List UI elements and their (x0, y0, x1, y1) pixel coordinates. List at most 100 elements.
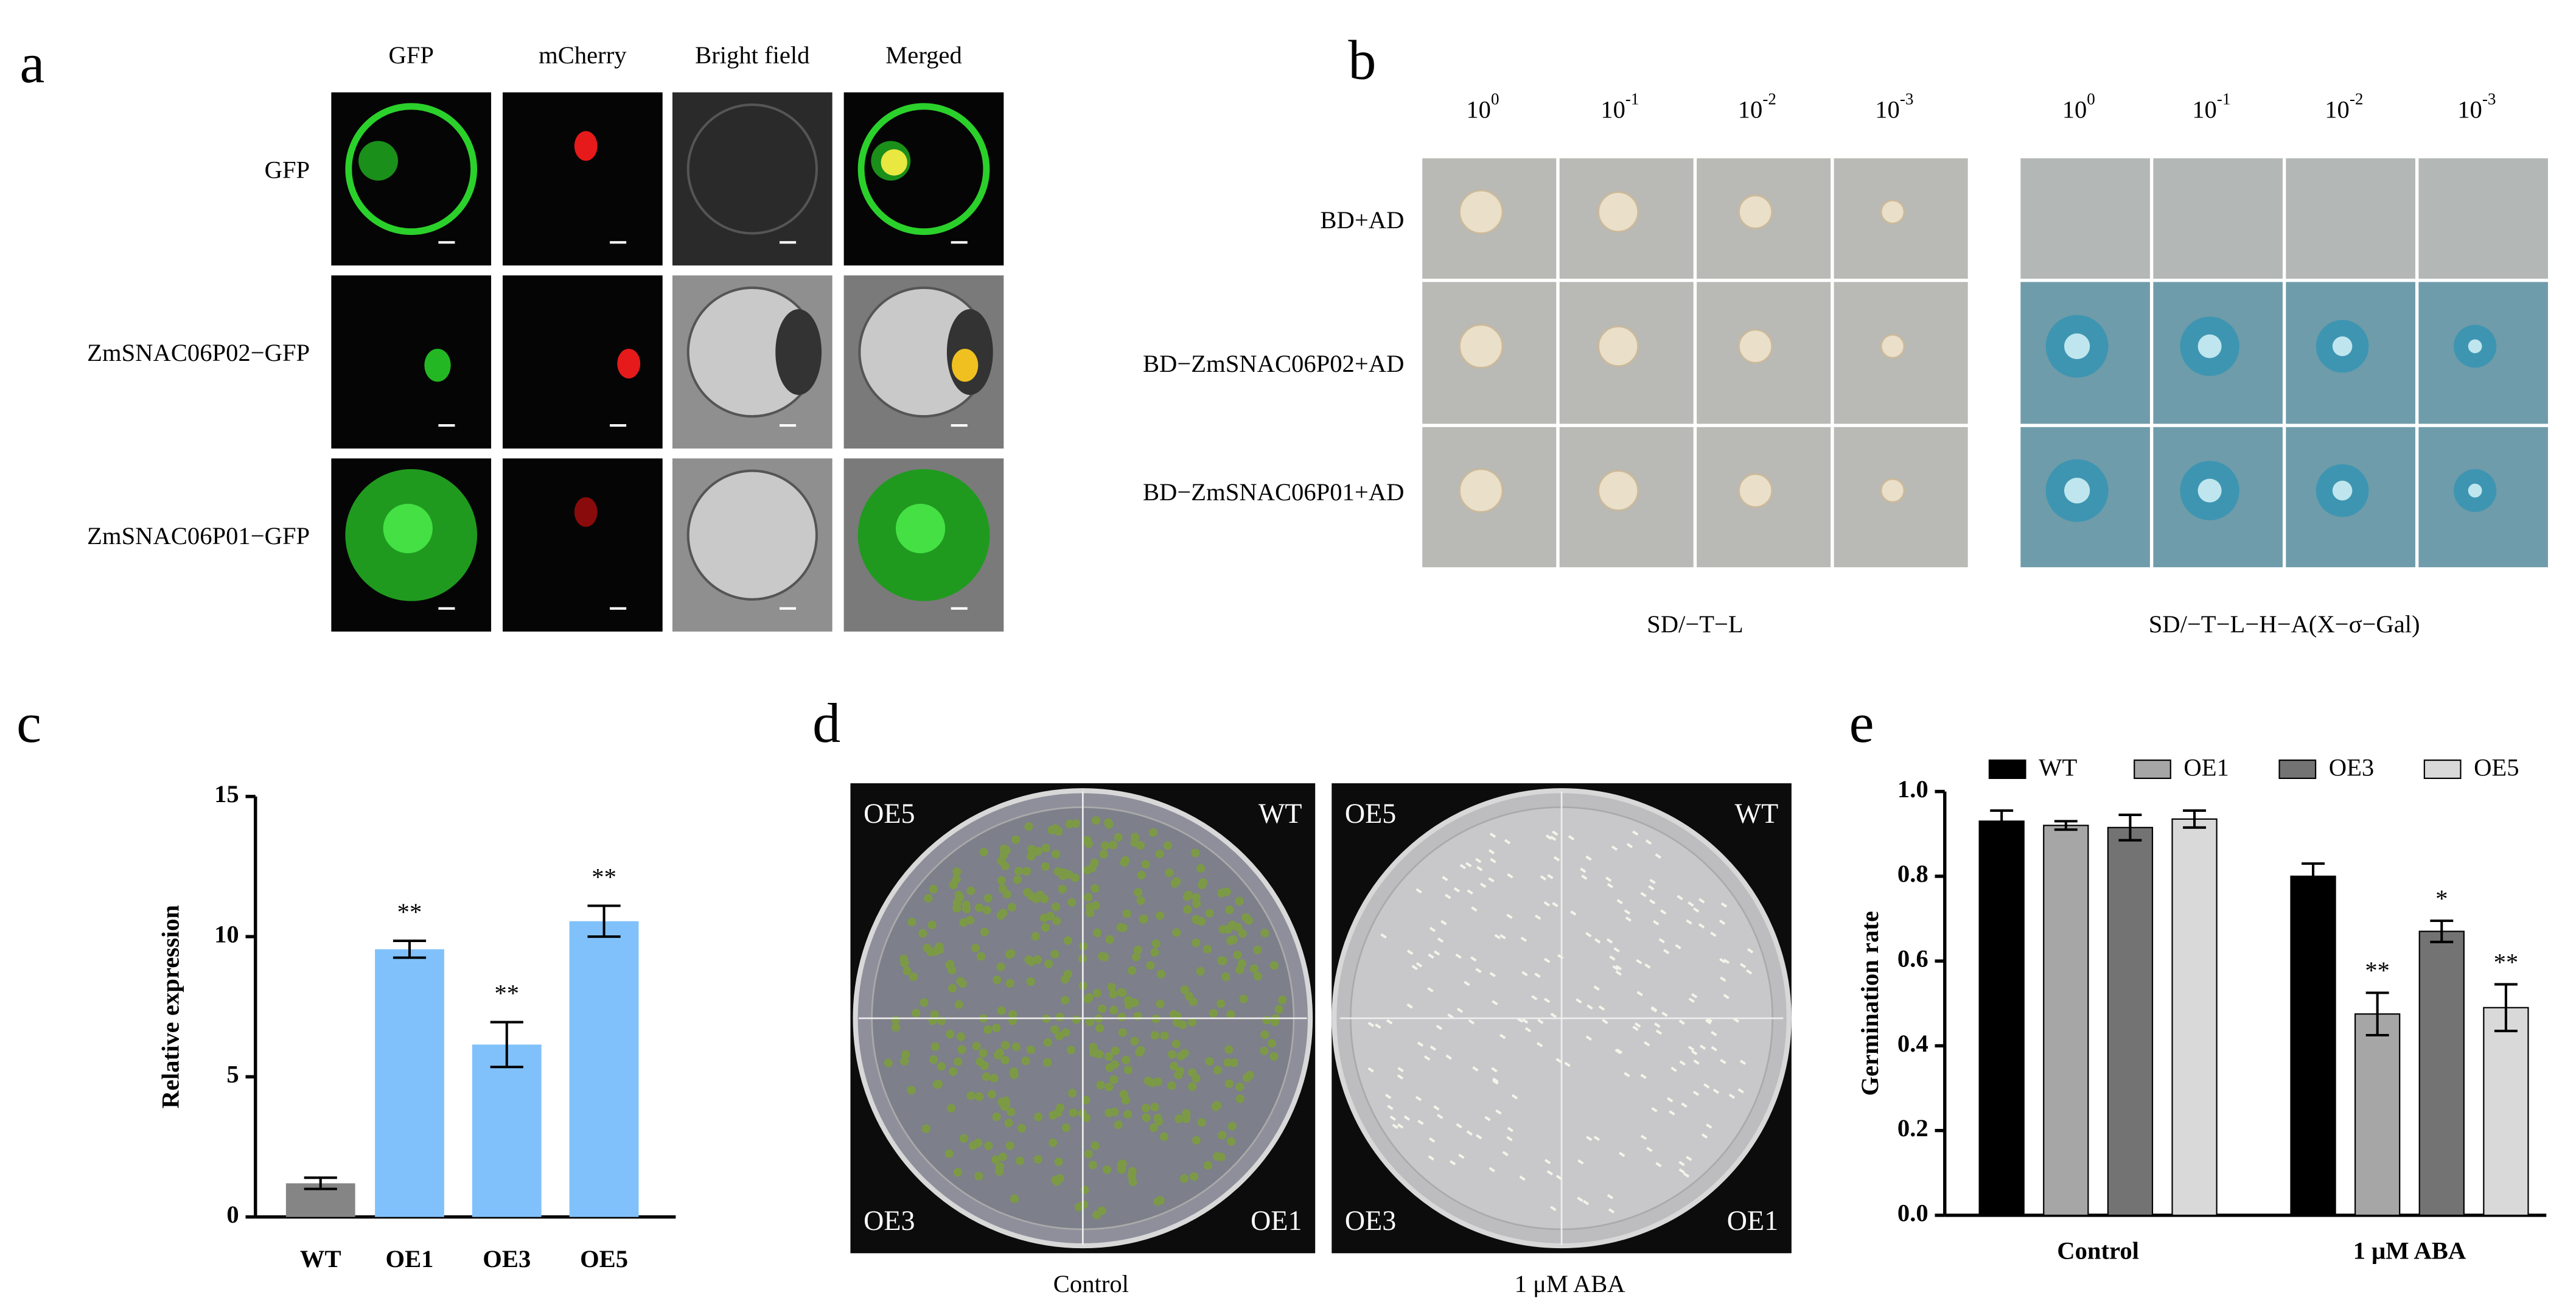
seedling (1099, 850, 1108, 859)
medium-label: SD/−T−L (1647, 610, 1744, 638)
seed (1488, 849, 1495, 854)
seedling (1213, 1066, 1222, 1075)
seedling (1111, 1046, 1120, 1055)
seedling (966, 915, 975, 925)
seedling (1203, 1161, 1212, 1170)
significance: ** (494, 980, 519, 1007)
seed (1691, 993, 1698, 999)
seedling (1010, 1194, 1019, 1203)
seedling (959, 918, 968, 927)
legend-swatch (2423, 760, 2462, 780)
y-tick-label: 0.0 (1897, 1199, 1929, 1226)
significance: ** (592, 863, 616, 890)
seed (1636, 959, 1642, 965)
seedling (1131, 952, 1140, 962)
seedling (1213, 1101, 1222, 1110)
seed (1545, 834, 1552, 840)
seedling (1179, 1174, 1189, 1183)
seedling (1036, 890, 1045, 899)
seed (1585, 1035, 1593, 1041)
seedling (1021, 1056, 1030, 1066)
condition-label: Control (1053, 1270, 1129, 1297)
seed (1521, 1018, 1529, 1024)
seed (1607, 1193, 1614, 1199)
seedling (1120, 858, 1129, 867)
seed (1544, 957, 1551, 963)
seedling (1068, 1089, 1077, 1098)
seedling (1033, 955, 1042, 965)
colony (1738, 329, 1773, 364)
seed (1655, 853, 1661, 859)
seed (1466, 1130, 1473, 1136)
seedling (966, 1091, 976, 1100)
seedling (996, 962, 1005, 971)
seed (1437, 937, 1444, 943)
column-header: Bright field (695, 41, 809, 69)
seed (1543, 901, 1550, 907)
seed (1495, 1109, 1502, 1115)
agar-tile (2153, 158, 2283, 279)
colony (2064, 333, 2090, 360)
seed (1678, 1161, 1685, 1167)
seed (1492, 1079, 1499, 1085)
y-tick-label: 1.0 (1897, 775, 1929, 803)
seed (1406, 1003, 1413, 1009)
seedling (1260, 1030, 1269, 1039)
plate-label: WT (1735, 798, 1779, 829)
seedling (1235, 1082, 1244, 1091)
seedling (1043, 1058, 1052, 1067)
mcherry-signal (617, 349, 641, 379)
seed (1392, 1123, 1398, 1130)
seed (1456, 1123, 1462, 1129)
seedling (1041, 862, 1050, 871)
panel-letter: e (1849, 692, 1874, 754)
colony (1597, 470, 1639, 511)
seedling (1269, 1052, 1279, 1061)
seedling (1172, 877, 1181, 886)
seedling (1188, 1018, 1197, 1027)
x-tick-label: WT (300, 1245, 341, 1273)
seedling (901, 1050, 910, 1059)
colony (1459, 324, 1504, 369)
seed (1367, 1021, 1375, 1027)
seed (1675, 944, 1681, 950)
seedling (1004, 1119, 1013, 1128)
row-label: ZmSNAC06P01−GFP (87, 522, 310, 550)
seed (1712, 1088, 1720, 1094)
seedling (1123, 1066, 1133, 1075)
legend-label: OE1 (2183, 754, 2229, 781)
seedling (1052, 850, 1061, 859)
seedling (1170, 1061, 1179, 1070)
seedling (1087, 864, 1097, 873)
seedling (983, 893, 993, 903)
seed (1651, 1106, 1658, 1112)
seedling (1229, 935, 1238, 945)
seed (1576, 998, 1582, 1004)
seedling (977, 952, 986, 961)
seedling (1107, 983, 1116, 992)
seedling (1216, 889, 1226, 898)
seedling (1226, 1137, 1236, 1146)
seedling (1249, 964, 1258, 973)
dilution-exponent: -3 (1900, 89, 1914, 108)
seed (1670, 1066, 1677, 1072)
seedling (1141, 860, 1150, 869)
seed (1644, 963, 1651, 969)
seed (1586, 1004, 1593, 1010)
seed (1506, 913, 1513, 920)
seed (1568, 835, 1575, 840)
seedling (1118, 1028, 1127, 1037)
seed (1428, 1155, 1434, 1161)
seed (1615, 970, 1622, 976)
seed (1453, 887, 1461, 893)
seed (1384, 1094, 1392, 1099)
seedling (1104, 818, 1113, 827)
panel-letter: b (1348, 29, 1376, 91)
micrograph (331, 92, 492, 266)
seed (1489, 1167, 1495, 1173)
seedling (1209, 1008, 1218, 1018)
seed (1428, 1137, 1436, 1143)
seedling (1192, 915, 1201, 924)
significance: ** (2494, 948, 2519, 976)
